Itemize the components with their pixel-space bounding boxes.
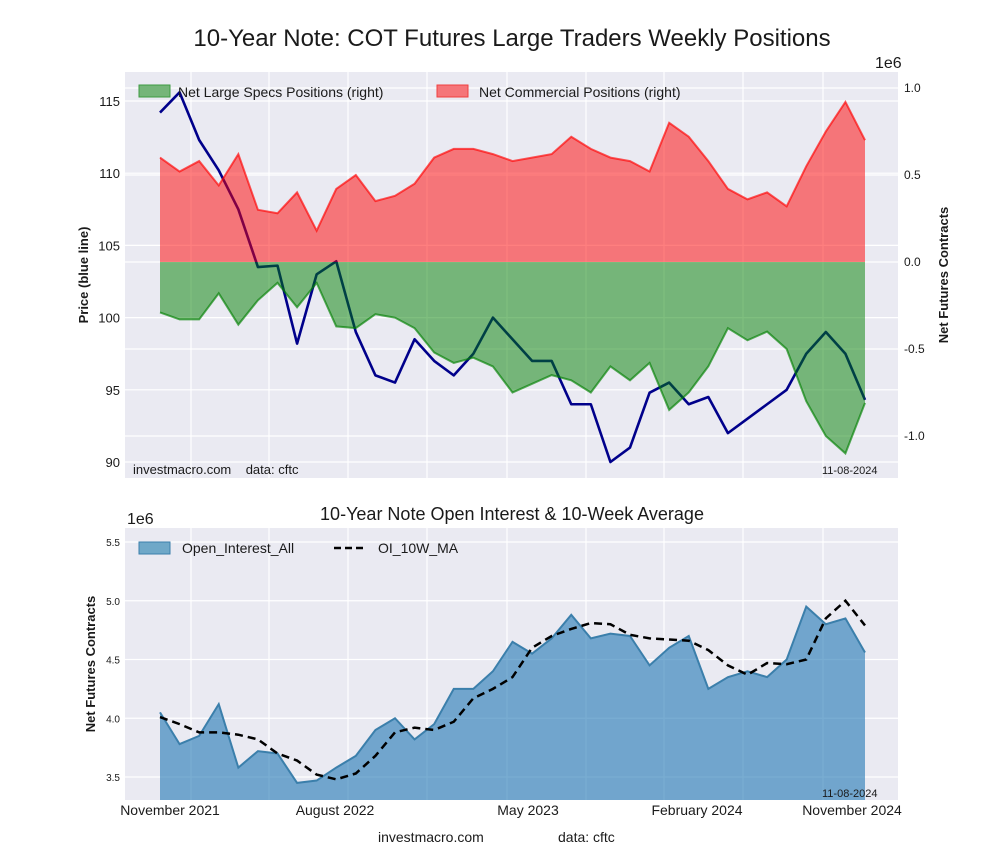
top-right-tick-label: 0.5 [904, 168, 921, 182]
top-footer-source: investmacro.com data: cftc [133, 462, 299, 477]
top-left-tick-label: 100 [98, 311, 120, 326]
legend-swatch-commercial [436, 84, 469, 98]
bottom-footer-data: data: cftc [558, 829, 615, 845]
top-legend: Net Large Specs Positions (right) Net Co… [138, 84, 681, 100]
legend-swatch-specs [138, 84, 171, 98]
bottom-tick-label: 3.5 [106, 773, 120, 784]
top-left-tick-label: 105 [98, 238, 120, 253]
bottom-footer-site: investmacro.com [378, 829, 484, 845]
top-left-tick-label: 115 [99, 94, 120, 109]
legend-label-specs: Net Large Specs Positions (right) [178, 84, 383, 100]
top-right-tick-label: -1.0 [904, 429, 925, 443]
top-right-tick-label: 1.0 [904, 81, 921, 95]
top-right-multiplier: 1e6 [875, 55, 902, 72]
legend-label-commercial: Net Commercial Positions (right) [479, 84, 681, 100]
bottom-legend: Open_Interest_All OI_10W_MA [138, 540, 459, 556]
bottom-tick-label: 5.5 [106, 538, 120, 549]
bottom-tick-label: 5.0 [106, 597, 120, 608]
open-interest-area [160, 606, 865, 800]
legend-label-oi: Open_Interest_All [182, 540, 294, 556]
top-right-tick-label: 0.0 [904, 255, 921, 269]
bottom-tick-label: 4.5 [106, 656, 120, 667]
top-right-tick-label: -0.5 [904, 342, 925, 356]
bottom-x-tick-label: February 2024 [651, 802, 742, 818]
bottom-multiplier: 1e6 [127, 511, 154, 528]
top-left-axis-label: Price (blue line) [76, 227, 91, 324]
bottom-axis-label: Net Futures Contracts [83, 596, 98, 733]
bottom-marks [159, 598, 866, 800]
top-footer-date: 11-08-2024 [822, 465, 877, 477]
top-right-axis-label: Net Futures Contracts [936, 207, 951, 344]
top-left-tick-label: 95 [106, 383, 120, 398]
net-large-specs-area [160, 262, 865, 454]
top-chart-title: 10-Year Note: COT Futures Large Traders … [193, 25, 830, 52]
top-marks [159, 91, 867, 464]
top-left-tick-label: 90 [106, 455, 120, 470]
top-left-tick-label: 110 [99, 166, 120, 181]
bottom-x-tick-label: November 2021 [120, 802, 220, 818]
bottom-tick-label: 4.0 [106, 714, 120, 725]
legend-label-ma: OI_10W_MA [378, 540, 459, 556]
bottom-axes: 3.5 4.0 4.5 5.0 5.5 November 2021 August 2022 M… [106, 538, 902, 818]
net-commercial-area [160, 101, 865, 262]
bottom-chart-title: 10-Year Note Open Interest & 10-Week Ave… [320, 504, 704, 524]
bottom-x-tick-label: May 2023 [497, 802, 559, 818]
top-axes: 90 95 100 105 110 115 -1.0 -0.5 0.0 0.5 1.0 [98, 81, 925, 470]
bottom-x-tick-label: November 2024 [802, 802, 902, 818]
legend-swatch-oi [138, 541, 171, 555]
bottom-footer-date: 11-08-2024 [822, 788, 877, 800]
bottom-x-tick-label: August 2022 [296, 802, 375, 818]
